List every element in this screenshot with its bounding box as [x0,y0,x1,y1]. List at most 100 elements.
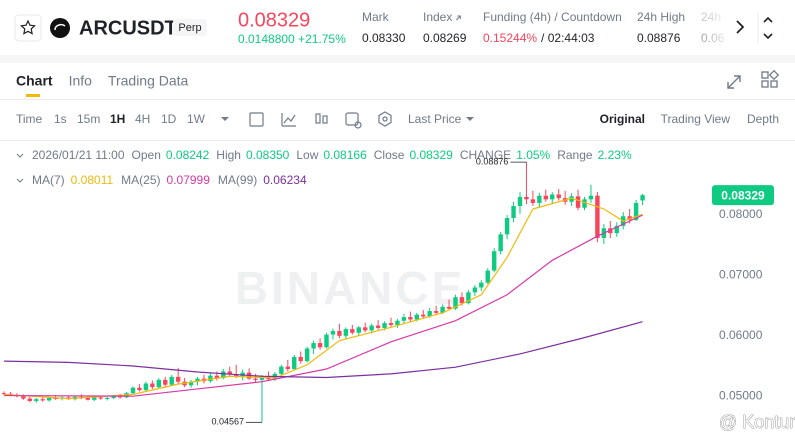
candle-body [511,205,516,219]
candle-body [53,397,58,399]
low-marker: 0.04567 [211,417,244,427]
candle-body [117,396,123,398]
collapse-arrow[interactable] [16,153,24,158]
link-icon [456,15,461,21]
fullscreen-icon[interactable] [727,75,741,89]
view-option[interactable]: Trading View [661,112,731,126]
candle-body [311,343,316,349]
coin-logo-mark [54,23,66,31]
candle-body [498,234,503,252]
candle-body [1,393,7,395]
stat-label: Funding (4h) / Countdown [483,10,622,24]
candle-body [595,195,600,238]
candle-body [85,397,91,400]
candle-body [137,387,142,391]
candle-body [459,297,465,304]
candle-body [156,379,161,388]
candle-body [440,306,445,313]
last-price: 0.08329 [238,9,310,31]
candle-icon[interactable] [322,115,328,124]
y-tick-label: 0.06000 [719,328,763,342]
chart-type-icon[interactable] [281,113,296,127]
interval[interactable]: 1H [110,112,125,126]
candle-body [382,323,387,328]
ma-value: 0.08011 [71,173,114,187]
ma-name: MA(7) [32,173,65,187]
candle-body [421,314,426,317]
view-option[interactable]: Original [600,112,645,126]
coin-logo [50,18,70,38]
candle-body [530,199,536,203]
star-icon [20,19,36,35]
price-type-arrow[interactable] [466,117,474,121]
expand-icon[interactable] [763,16,773,40]
candle-body [330,330,336,335]
favorite-button[interactable] [14,14,42,42]
collapse-arrow[interactable] [16,178,24,183]
info-value: 0.08329 [409,148,453,162]
candle-body [614,225,619,234]
stat-value: 0.08269 [423,31,467,45]
candle-body [317,343,323,348]
info-label: Close [374,148,405,162]
candle-body [285,366,290,370]
interval[interactable]: 1W [187,112,206,126]
settings-icon[interactable] [345,112,359,126]
candle-body [433,311,439,313]
candle-body [627,216,632,220]
info-value: 0.08350 [246,148,290,162]
interval[interactable]: 4H [135,112,150,126]
candle-body [466,292,471,304]
candle-body [504,218,510,235]
credit: @ Kontur [719,412,795,432]
tab[interactable]: Chart [16,73,53,89]
candle-body [188,381,194,386]
hex-icon[interactable] [378,111,392,127]
interval: Time [16,112,43,126]
ma-line [3,214,643,397]
candle-icon[interactable] [315,113,321,124]
tag-box [173,19,207,36]
legend: 2026/01/21 11:00 Open 0.08242 High 0.08350 Lo… [16,148,632,187]
candle-body [537,195,542,203]
candle-body [324,334,329,348]
more-intervals[interactable] [221,117,229,121]
view-option[interactable]: Depth [747,112,779,126]
candle-body [130,387,136,394]
candle-body [27,398,32,402]
interval[interactable]: 1D [161,112,177,126]
interval[interactable]: 15m [77,112,100,126]
candle-body [582,199,587,208]
ma-line [3,321,643,379]
candle-body [550,194,555,200]
candle-body [221,371,226,379]
candle-body [543,195,548,200]
candle-body [259,376,265,380]
candle-body [279,366,284,374]
layout-cell [768,69,780,81]
candle-body [427,311,432,317]
stat-extra: / 02:44:03 [541,31,595,45]
candle-body [472,287,478,293]
toolbar: Time 1s 15m 1H 4H 1D 1W Last Price Original Tradi… [16,112,779,126]
candle-body [395,320,400,325]
scroll-arrow[interactable] [736,20,745,34]
layout-icon[interactable] [761,69,780,88]
candle-body [175,376,181,382]
candle-body [143,383,149,391]
divider [0,55,795,63]
candle-body [350,329,355,333]
indicator-icon[interactable] [249,112,264,127]
candle-body [569,196,574,202]
candle-body [408,317,413,320]
tab[interactable]: Trading Data [108,73,189,89]
candle-body [363,327,368,331]
interval[interactable]: 1s [54,112,67,126]
ma-value: 0.06234 [263,173,307,187]
tab[interactable]: Info [69,73,93,89]
price-type[interactable]: Last Price [408,112,462,126]
plot [1,162,645,423]
tabs: Chart Info Trading Data [16,73,189,89]
candle-body [214,375,220,379]
